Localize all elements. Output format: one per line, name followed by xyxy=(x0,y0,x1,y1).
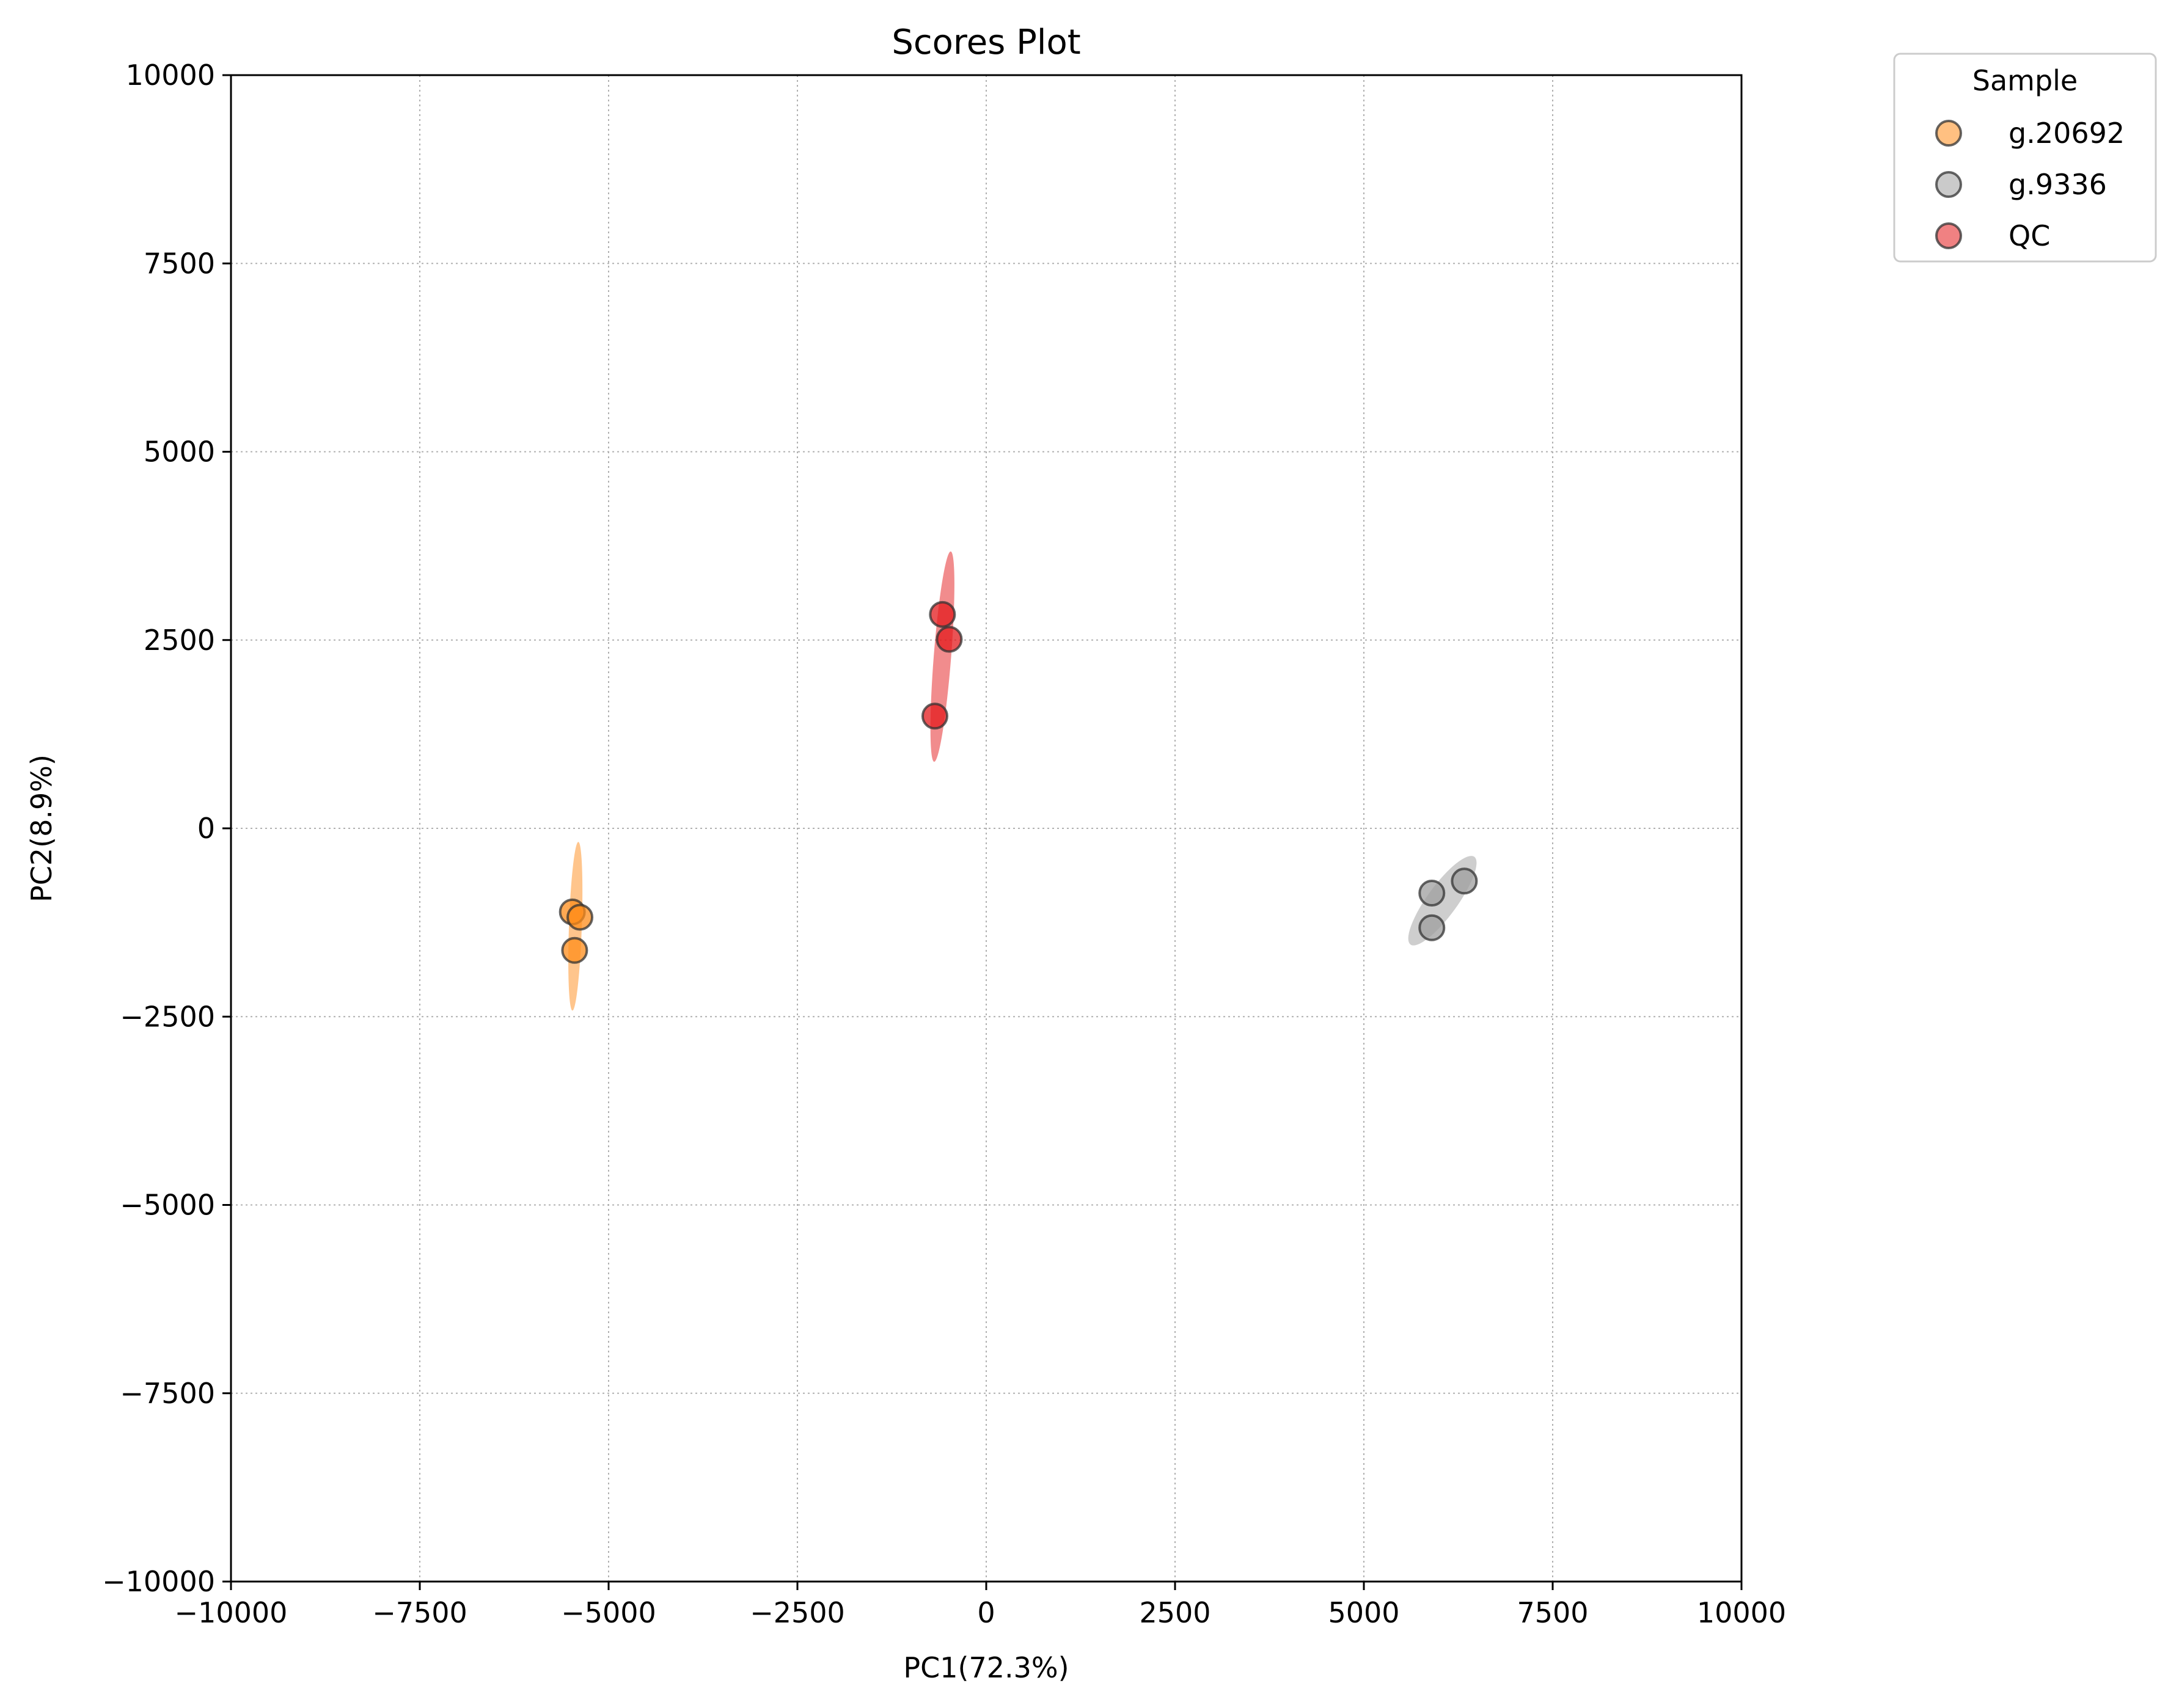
y-tick-label: 0 xyxy=(197,812,215,845)
legend: Sample g.20692 g.9336 QC xyxy=(1893,53,2157,263)
axis-ticks: −10000 −7500 −5000 −2500 0 2500 5000 7500 10000 −… xyxy=(102,59,1786,1629)
y-tick-label: 5000 xyxy=(144,436,215,469)
y-tick-label: 2500 xyxy=(144,624,215,657)
x-axis-label: PC1(72.3%) xyxy=(903,1651,1069,1684)
y-tick-label: −2500 xyxy=(120,1000,215,1033)
x-tick-label: −2500 xyxy=(750,1596,845,1629)
x-tick-label: −10000 xyxy=(175,1596,288,1629)
confidence-ellipse-qc xyxy=(930,551,954,762)
x-tick-label: 5000 xyxy=(1328,1596,1399,1629)
scatter-point-g-9336 xyxy=(1418,880,1446,907)
scatter-point-g-9336 xyxy=(1418,914,1446,941)
y-tick-label: −5000 xyxy=(120,1189,215,1222)
y-tick-label: 10000 xyxy=(126,59,215,92)
legend-marker-qc xyxy=(1935,222,1962,249)
y-tick-label: −7500 xyxy=(120,1377,215,1410)
scatter-point-qc xyxy=(921,703,948,730)
x-tick-label: −7500 xyxy=(372,1596,467,1629)
grid-lines xyxy=(230,75,1742,1582)
y-tick-label: 7500 xyxy=(144,247,215,280)
legend-frame xyxy=(1893,53,2157,263)
legend-label-g-9336: g.9336 xyxy=(2009,168,2107,201)
scatter-point-qc xyxy=(936,626,963,653)
x-tick-label: 0 xyxy=(977,1596,995,1629)
confidence-ellipses xyxy=(568,551,1477,1011)
scatter-point-g-20692 xyxy=(561,936,588,964)
legend-label-qc: QC xyxy=(2009,219,2050,252)
x-tick-label: 7500 xyxy=(1517,1596,1588,1629)
scatter-point-g-9336 xyxy=(1451,867,1478,895)
legend-marker-g-9336 xyxy=(1935,171,1962,198)
scatter-point-qc xyxy=(929,600,956,628)
y-axis-label: PC2(8.9%) xyxy=(25,754,58,902)
legend-title: Sample xyxy=(1972,64,2078,97)
x-tick-label: 2500 xyxy=(1139,1596,1210,1629)
x-tick-label: −5000 xyxy=(561,1596,656,1629)
chart-title: Scores Plot xyxy=(892,23,1080,62)
x-tick-label: 10000 xyxy=(1697,1596,1786,1629)
legend-label-g-20692: g.20692 xyxy=(2009,117,2125,150)
scatter-point-g-20692 xyxy=(566,903,594,931)
y-tick-label: −10000 xyxy=(102,1565,215,1598)
data-points xyxy=(558,600,1478,964)
legend-marker-g-20692 xyxy=(1935,120,1962,147)
